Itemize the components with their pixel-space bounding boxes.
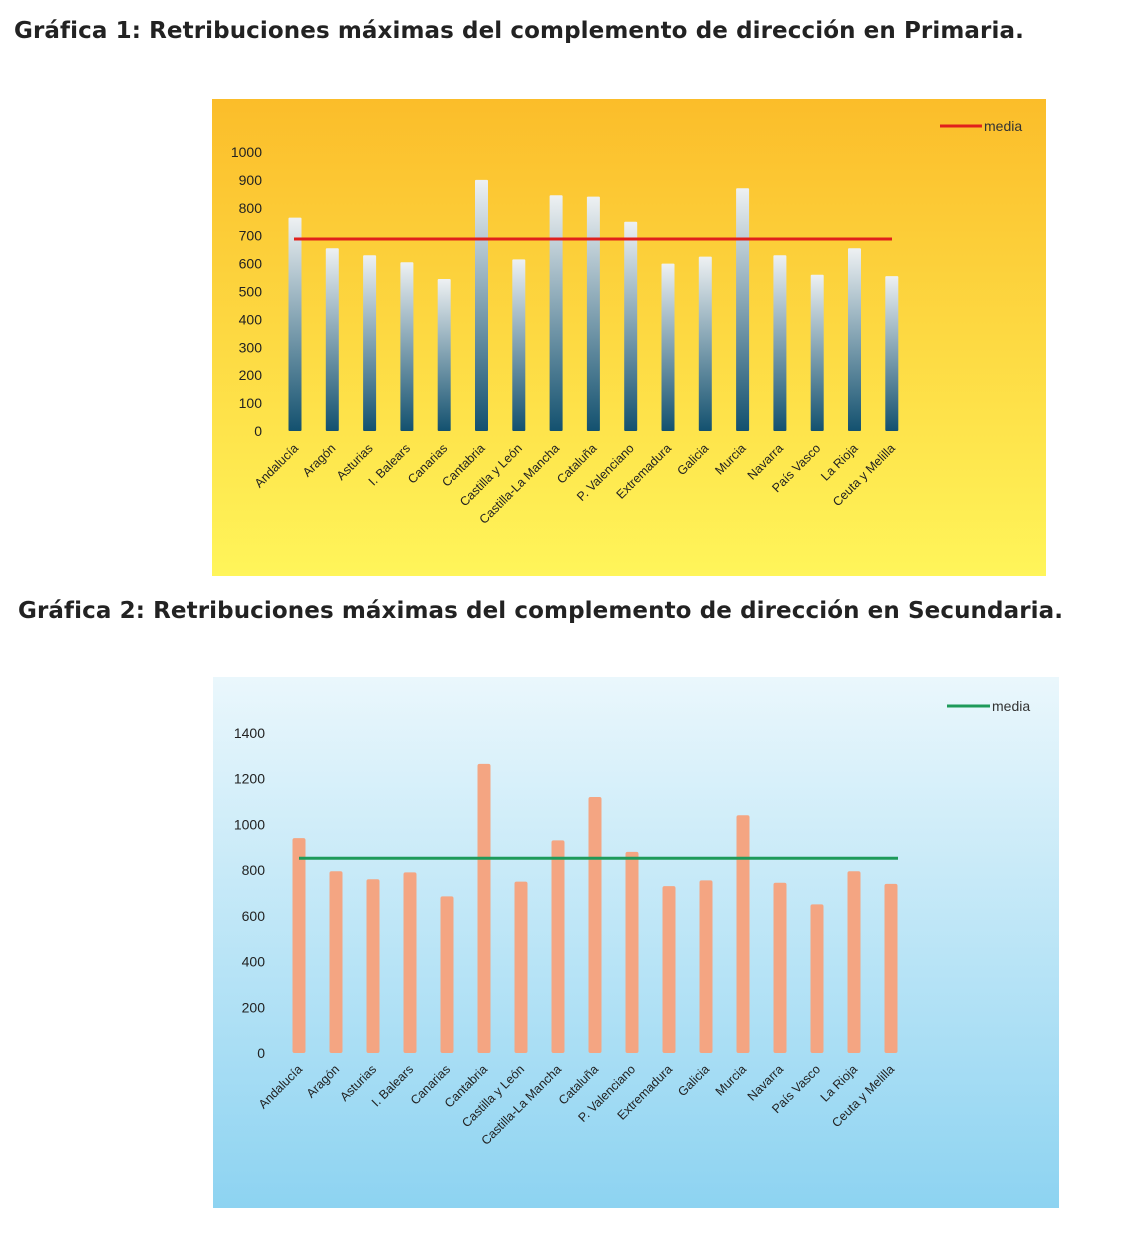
- chart1-svg: 01002003004005006007008009001000Andalucí…: [212, 99, 1046, 576]
- y-tick-label: 300: [239, 339, 263, 355]
- bar: [477, 763, 491, 1053]
- bar: [624, 221, 638, 431]
- legend-label: media: [984, 118, 1022, 134]
- bar: [810, 274, 824, 431]
- bar: [325, 248, 339, 431]
- bar: [661, 263, 675, 431]
- y-tick-label: 0: [257, 1045, 265, 1061]
- y-tick-label: 1000: [231, 144, 262, 160]
- bar: [366, 879, 380, 1053]
- y-tick-label: 600: [239, 256, 263, 272]
- y-tick-label: 800: [239, 200, 263, 216]
- y-tick-label: 1400: [234, 725, 265, 741]
- bar: [625, 851, 639, 1053]
- bar: [549, 195, 563, 431]
- chart2-secundaria: 0 200 400 600 800 1000 1200 1400 Andalucía Aragón…: [213, 677, 1059, 1208]
- chart2-svg: 0200400600800100012001400AndalucíaAragón…: [213, 677, 1059, 1208]
- y-tick-label: 1200: [234, 771, 265, 787]
- bar: [810, 904, 824, 1053]
- bar: [847, 871, 861, 1053]
- bar: [588, 797, 602, 1053]
- bar: [288, 217, 302, 431]
- y-tick-label: 100: [239, 395, 263, 411]
- bar: [736, 188, 750, 431]
- bar: [698, 256, 712, 431]
- bar: [773, 255, 787, 431]
- y-tick-label: 700: [239, 228, 263, 244]
- bar: [440, 896, 454, 1053]
- bar: [551, 840, 565, 1053]
- bar: [292, 838, 306, 1053]
- bar: [662, 886, 676, 1053]
- bar: [512, 259, 526, 431]
- bar: [736, 815, 750, 1053]
- bar: [884, 883, 898, 1053]
- bar: [773, 882, 787, 1053]
- y-tick-label: 400: [239, 311, 263, 327]
- y-tick-label: 1000: [234, 816, 265, 832]
- chart2-title: Gráfica 2: Retribuciones máximas del com…: [18, 598, 1064, 624]
- y-tick-label: 800: [242, 862, 266, 878]
- legend-label: media: [992, 698, 1030, 714]
- bar: [475, 179, 488, 431]
- bar: [514, 881, 528, 1053]
- bar: [699, 880, 713, 1053]
- bar: [848, 248, 861, 431]
- bar: [363, 255, 377, 431]
- chart1-primaria: 0 100 200 300 400 500 600 700 800 900 1000 Andalucí…: [212, 99, 1046, 576]
- y-tick-label: 500: [239, 284, 263, 300]
- y-tick-label: 600: [242, 908, 266, 924]
- bar: [586, 196, 600, 431]
- bar: [403, 872, 417, 1053]
- chart1-title: Gráfica 1: Retribuciones máximas del com…: [14, 18, 1024, 44]
- y-tick-label: 200: [239, 367, 263, 383]
- bar: [437, 278, 451, 431]
- y-tick-label: 200: [242, 999, 266, 1015]
- y-tick-label: 0: [254, 423, 262, 439]
- bar: [885, 276, 899, 431]
- bar: [400, 262, 414, 431]
- y-tick-label: 900: [239, 172, 263, 188]
- y-tick-label: 400: [242, 954, 266, 970]
- bar: [329, 871, 343, 1053]
